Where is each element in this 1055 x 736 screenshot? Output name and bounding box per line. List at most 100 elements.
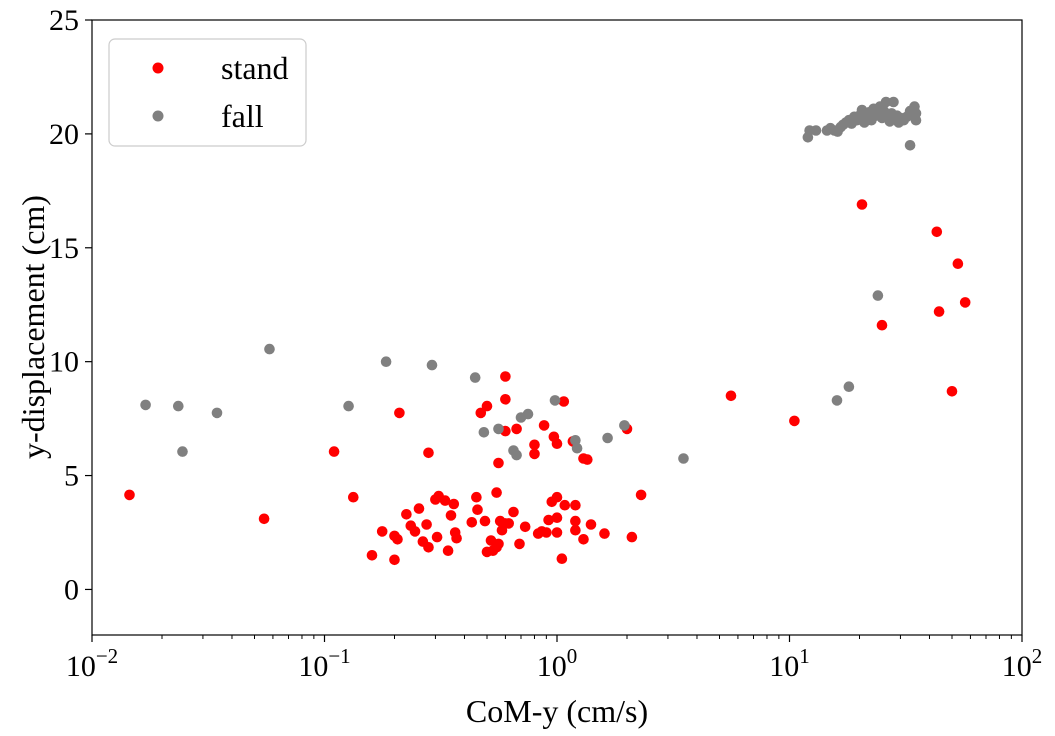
point-fall (602, 432, 613, 444)
point-stand (511, 423, 522, 435)
point-fall (678, 453, 689, 464)
y-tick-label: 10 (49, 346, 79, 379)
point-stand (491, 487, 502, 498)
point-stand (500, 371, 511, 382)
axis-ticks: 10−2 10−1 100 101 102 0 5 10 15 20 25 (49, 4, 1042, 683)
point-stand (479, 515, 491, 527)
point-stand (789, 415, 800, 427)
legend-label-stand: stand (221, 50, 289, 86)
point-fall (904, 140, 916, 151)
point-stand (556, 553, 568, 564)
point-stand (423, 447, 434, 459)
point-fall (549, 395, 561, 406)
point-stand (409, 526, 421, 537)
point-stand (541, 527, 552, 538)
point-stand (933, 306, 945, 317)
point-fall (619, 420, 630, 431)
x-axis-label: CoM-y (cm/s) (466, 693, 648, 729)
point-stand (551, 438, 563, 450)
data-points (124, 96, 971, 566)
point-fall (343, 400, 354, 412)
point-stand (493, 457, 504, 469)
point-stand (519, 521, 531, 533)
point-stand (392, 534, 403, 545)
point-stand (401, 509, 412, 520)
point-stand (366, 550, 378, 561)
point-fall (888, 96, 899, 108)
point-stand (931, 226, 943, 238)
point-fall (872, 290, 884, 301)
y-tick-label: 0 (64, 573, 79, 606)
point-stand (389, 554, 400, 566)
point-fall (478, 427, 490, 438)
point-fall (831, 395, 843, 406)
legend-marker-fall (152, 110, 164, 122)
point-stand (348, 491, 359, 503)
point-stand (543, 514, 554, 526)
x-tick-label: 10−1 (298, 644, 350, 683)
point-fall (571, 442, 583, 454)
point-stand (959, 297, 971, 308)
point-stand (503, 518, 514, 529)
point-stand (559, 499, 571, 511)
point-stand (472, 504, 483, 515)
x-tick-label: 101 (769, 644, 810, 683)
point-fall (910, 114, 922, 126)
x-tick-label: 102 (1002, 644, 1043, 683)
point-stand (493, 538, 504, 550)
point-stand (952, 258, 964, 270)
point-stand (570, 515, 581, 527)
point-stand (471, 491, 482, 503)
point-stand (328, 446, 340, 457)
y-axis-label: y-displacement (cm) (15, 195, 51, 459)
point-stand (466, 517, 478, 528)
point-stand (599, 528, 610, 539)
point-stand (481, 400, 493, 412)
point-stand (551, 527, 563, 538)
point-stand (635, 489, 647, 501)
point-stand (448, 498, 460, 510)
point-stand (626, 531, 638, 543)
point-fall (426, 359, 438, 371)
point-fall (843, 381, 855, 393)
point-stand (856, 199, 868, 210)
point-stand (551, 512, 563, 523)
point-stand (124, 489, 135, 501)
point-fall (173, 400, 184, 412)
point-fall (493, 423, 504, 435)
point-stand (431, 531, 443, 543)
point-stand (413, 503, 425, 514)
point-stand (570, 524, 581, 536)
y-tick-label: 15 (49, 232, 79, 265)
legend: stand fall (108, 38, 307, 147)
point-fall (140, 399, 151, 411)
legend-marker-stand (152, 62, 164, 74)
point-stand (529, 439, 540, 451)
point-stand (451, 532, 462, 544)
point-stand (445, 510, 457, 521)
point-stand (508, 506, 519, 518)
point-fall (177, 446, 188, 457)
point-fall (469, 372, 481, 383)
point-fall (380, 356, 392, 368)
point-stand (442, 545, 454, 556)
point-stand (500, 394, 511, 405)
y-tick-label: 20 (49, 118, 79, 151)
y-tick-label: 5 (64, 460, 79, 493)
point-stand (514, 538, 525, 550)
point-stand (946, 386, 958, 397)
point-stand (585, 519, 597, 530)
point-fall (810, 125, 822, 136)
point-stand (376, 526, 388, 537)
x-tick-label: 10−2 (66, 644, 118, 683)
legend-label-fall: fall (221, 98, 264, 134)
point-stand (439, 495, 451, 506)
point-stand (551, 491, 563, 503)
point-fall (522, 408, 534, 420)
point-fall (211, 407, 223, 419)
point-stand (423, 542, 434, 553)
point-stand (394, 407, 405, 419)
y-tick-label: 25 (49, 4, 79, 37)
point-stand (258, 513, 270, 525)
